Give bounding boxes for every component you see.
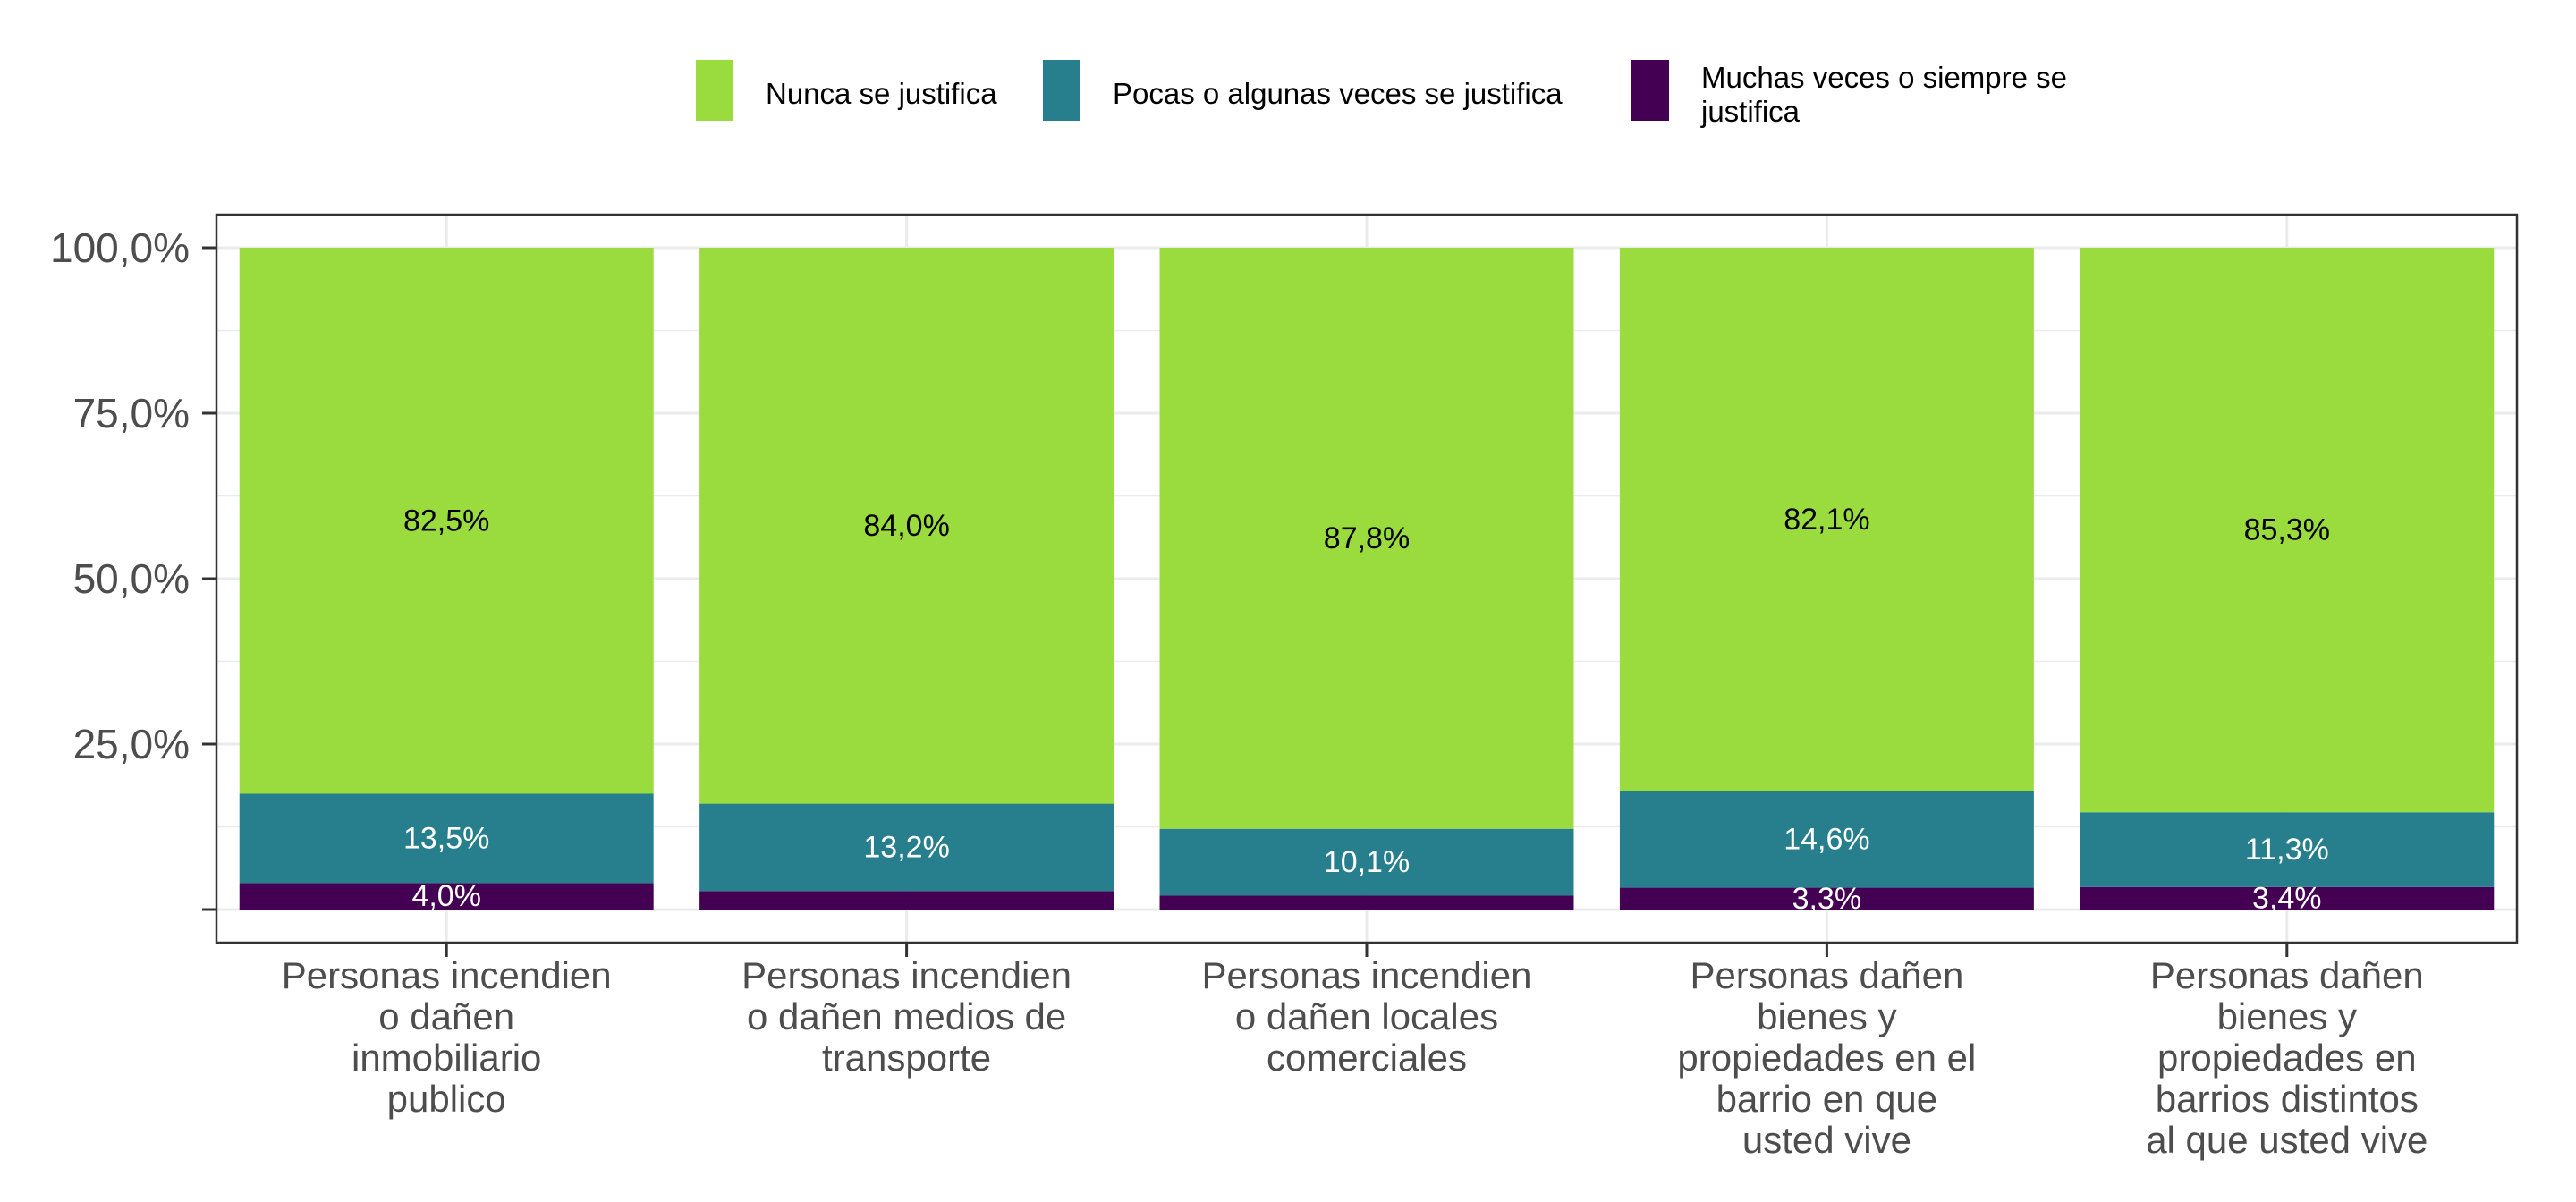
bar-value-label: 14,6% bbox=[1784, 823, 1869, 857]
bar-segment bbox=[1619, 887, 2034, 910]
bar-segment bbox=[1619, 248, 2034, 791]
x-tick-label-line: Personas incendien bbox=[1202, 954, 1532, 996]
legend-label: Pocas o algunas veces se justifica bbox=[1113, 77, 1563, 110]
bar-segment bbox=[699, 803, 1114, 892]
x-tick-label-line: o dañen bbox=[378, 995, 514, 1037]
y-tick-label: 100,0% bbox=[50, 224, 190, 271]
x-tick-label-line: barrio en que bbox=[1716, 1078, 1938, 1120]
bar-value-label: 84,0% bbox=[863, 509, 949, 543]
bar-segment bbox=[1159, 895, 1574, 910]
bar-value-labels: 4,0% 13,5% 82,5% 13,2% 84,0% 10,1% 87,8% 3,3% 14… bbox=[403, 503, 2330, 916]
x-tick-label-line: comerciales bbox=[1267, 1037, 1467, 1079]
x-tick-label-line: Personas incendien bbox=[282, 954, 612, 996]
bar-segment bbox=[2080, 886, 2495, 910]
x-tick-label-line: bienes y bbox=[1757, 995, 1896, 1037]
legend-label-line: Muchas veces o siempre se bbox=[1701, 61, 2067, 94]
x-tick-label: Personas dañen bienes y propiedades en barr… bbox=[2146, 954, 2428, 1161]
legend-label-line: justifica bbox=[1700, 95, 1801, 128]
bar-value-label: 3,4% bbox=[2252, 881, 2322, 915]
bar-segment bbox=[2080, 248, 2495, 813]
bar-value-label: 3,3% bbox=[1792, 882, 1862, 916]
bar-value-label: 13,2% bbox=[863, 830, 949, 864]
bar-value-label: 4,0% bbox=[411, 879, 481, 913]
x-tick-label-line: Personas dañen bbox=[2150, 954, 2424, 996]
bar-segment bbox=[1159, 828, 1574, 896]
bar-segment bbox=[699, 248, 1114, 804]
bar-segment bbox=[699, 891, 1114, 910]
axes: 25,0%50,0%75,0%100,0%Personas incendien o… bbox=[50, 224, 2428, 1161]
x-tick-label: Personas incendien o dañen locales comerci… bbox=[1202, 954, 1532, 1079]
x-tick-label: Personas dañen bienes y propiedades en el b… bbox=[1677, 954, 1976, 1161]
bar-value-label: 82,1% bbox=[1784, 503, 1869, 537]
x-tick-label-line: publico bbox=[387, 1078, 506, 1120]
x-tick-label-line: al que usted vive bbox=[2146, 1119, 2428, 1161]
legend-label-line: Pocas o algunas veces se justifica bbox=[1113, 77, 1563, 110]
legend-label: Muchas veces o siempre se justifica bbox=[1700, 61, 2067, 128]
y-tick-label: 75,0% bbox=[73, 390, 190, 436]
x-tick-label-line: o dañen locales bbox=[1235, 995, 1498, 1037]
x-tick-label-line: Personas incendien bbox=[741, 954, 1072, 996]
bar-segment bbox=[239, 248, 654, 794]
x-tick-label-line: transporte bbox=[822, 1037, 991, 1079]
legend-label-line: Nunca se justifica bbox=[766, 77, 997, 110]
y-tick-label: 50,0% bbox=[73, 555, 190, 602]
x-tick-label: Personas incendien o dañen inmobiliario pub… bbox=[282, 954, 612, 1120]
legend-label: Nunca se justifica bbox=[766, 77, 997, 110]
bar-segment bbox=[1619, 791, 2034, 888]
legend-key bbox=[1631, 60, 1669, 121]
bar-value-label: 85,3% bbox=[2244, 513, 2330, 547]
legend: Nunca se justifica Pocas o algunas veces … bbox=[696, 60, 2067, 128]
bar-value-label: 13,5% bbox=[403, 821, 489, 855]
x-tick-label-line: Personas dañen bbox=[1690, 954, 1963, 996]
x-tick-label-line: propiedades en bbox=[2157, 1037, 2417, 1079]
bar-segment bbox=[239, 883, 654, 910]
bar-segment bbox=[2080, 812, 2495, 887]
x-tick-label-line: bienes y bbox=[2217, 995, 2357, 1037]
bar-value-label: 10,1% bbox=[1324, 845, 1410, 879]
bar-segment bbox=[239, 793, 654, 884]
x-tick-label-line: propiedades en el bbox=[1677, 1037, 1976, 1079]
legend-key bbox=[1043, 60, 1080, 121]
x-tick-label-line: inmobiliario bbox=[352, 1037, 541, 1079]
y-tick-label: 25,0% bbox=[73, 721, 190, 767]
x-tick-label-line: o dañen medios de bbox=[747, 995, 1066, 1037]
bar-value-label: 82,5% bbox=[403, 504, 489, 538]
bar-value-label: 87,8% bbox=[1324, 521, 1410, 555]
bar-segment bbox=[1159, 248, 1574, 829]
x-tick-label-line: usted vive bbox=[1742, 1119, 1911, 1161]
legend-key bbox=[696, 60, 733, 121]
bars bbox=[239, 248, 2495, 910]
bar-value-label: 11,3% bbox=[2245, 833, 2329, 867]
x-tick-label: Personas incendien o dañen medios de trans… bbox=[741, 954, 1072, 1079]
x-tick-label-line: barrios distintos bbox=[2156, 1078, 2419, 1120]
